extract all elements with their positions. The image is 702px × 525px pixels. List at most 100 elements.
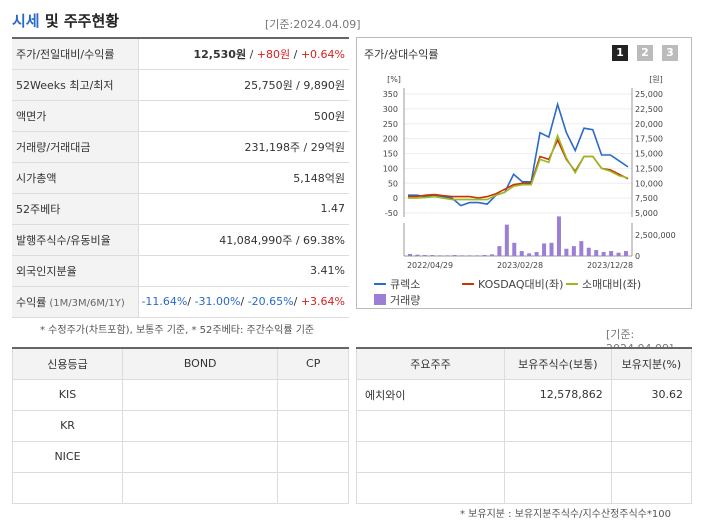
volume-bar xyxy=(504,224,509,256)
volume-bar xyxy=(601,252,606,256)
price-row: 주가/전일대비/수익률 12,530원 / +80원 / +0.64% xyxy=(12,37,349,70)
price-row-value: 500원 xyxy=(138,100,349,132)
left-tick-label: 300 xyxy=(383,105,398,114)
volume-bar xyxy=(415,254,420,256)
volume-bar xyxy=(542,243,547,256)
shareholder-cell: 에치와이 xyxy=(356,378,505,411)
volume-bar xyxy=(519,251,524,256)
credit-cell: KIS xyxy=(12,378,123,411)
left-tick-label: 200 xyxy=(383,135,398,144)
volume-bar xyxy=(549,242,554,256)
title-rest: 및 주주현황 xyxy=(39,12,120,30)
credit-cell xyxy=(277,409,349,442)
shareholder-cell xyxy=(610,471,693,504)
legend-label: KOSDAQ대비(좌) xyxy=(478,278,563,291)
price-row-label: 수익률 (1M/3M/6M/1Y) xyxy=(12,286,139,318)
legend-label: 소매대비(좌) xyxy=(582,278,641,291)
credit-table: 신용등급 BOND CP KIS KR NICE xyxy=(12,347,349,504)
price-row-value: 5,148억원 xyxy=(138,162,349,194)
credit-cell xyxy=(277,440,349,473)
shareholder-cell xyxy=(610,409,693,442)
volume-bar xyxy=(467,255,472,256)
price-value-part: +80원 xyxy=(256,47,291,61)
title-accent: 시세 xyxy=(12,12,40,30)
price-row-label: 시가총액 xyxy=(12,162,139,194)
price-row: 52Weeks 최고/최저 25,750원 / 9,890원 xyxy=(12,69,349,101)
credit-row: KIS xyxy=(12,378,349,411)
price-row: 액면가 500원 xyxy=(12,100,349,132)
shareholder-header: 보유주식수(보통) xyxy=(504,347,612,380)
credit-header: 신용등급 xyxy=(12,347,123,380)
price-value-part: +0.64% xyxy=(300,47,345,61)
stock-chart: [%] [원] 350 300 250 200 150 100 50 0 -50 25,000 22,5… xyxy=(374,75,676,307)
legend-label: 거래량 xyxy=(390,294,420,307)
credit-cell xyxy=(277,471,349,504)
credit-row: KR xyxy=(12,409,349,442)
price-value-part: 41,084,990주 / 69.38% xyxy=(219,233,345,247)
price-row-value: 25,750원 / 9,890원 xyxy=(138,69,349,101)
chart-page-3-button[interactable]: 3 xyxy=(662,45,678,61)
price-basedate: [기준:2024.04.09] xyxy=(265,18,361,31)
shareholder-header: 주요주주 xyxy=(356,347,505,380)
price-value-part: 500원 xyxy=(313,109,345,123)
volume-bar xyxy=(594,250,599,256)
volume-bar xyxy=(609,251,614,256)
left-tick-label: 250 xyxy=(383,120,398,129)
right-tick-label: 22,500 xyxy=(635,105,663,114)
volume-bar xyxy=(489,254,494,256)
price-table: 주가/전일대비/수익률 12,530원 / +80원 / +0.64% 52Week… xyxy=(12,37,349,318)
left-tick-label: 350 xyxy=(383,90,398,99)
right-tick-label: 7,500 xyxy=(635,194,658,203)
credit-cell xyxy=(121,440,279,473)
right-tick-label: 15,000 xyxy=(635,150,663,159)
volume-bar xyxy=(527,253,532,256)
price-row-label-sub: (1M/3M/6M/1Y) xyxy=(49,297,125,309)
chart-page-1-button[interactable]: 1 xyxy=(612,45,628,61)
price-row-label-text: 액면가 xyxy=(16,109,47,123)
credit-cell xyxy=(121,471,279,504)
x-tick-label: 2023/02/28 xyxy=(497,261,543,270)
price-row: 시가총액 5,148억원 xyxy=(12,162,349,194)
volume-bar xyxy=(579,241,584,256)
price-row-value: 231,198주 / 29억원 xyxy=(138,131,349,163)
price-value-part: +3.64% xyxy=(300,295,345,308)
page-title: 시세 및 주주현황 xyxy=(12,10,119,31)
right-tick-label: 12,500 xyxy=(635,164,663,173)
volume-bar xyxy=(482,255,487,256)
shareholder-header: 보유지분(%) xyxy=(610,347,693,380)
price-row-label-text: 수익률 xyxy=(16,295,47,309)
shareholder-cell xyxy=(356,409,505,442)
volume-bar xyxy=(460,255,465,256)
shareholder-row xyxy=(356,409,693,442)
left-tick-label: 0 xyxy=(393,194,398,203)
shareholder-cell xyxy=(504,471,612,504)
x-tick-label: 2023/12/28 xyxy=(587,261,633,270)
volume-bar xyxy=(534,252,539,256)
shareholder-row xyxy=(356,471,693,504)
legend-swatch xyxy=(374,294,386,305)
price-row-label: 거래량/거래대금 xyxy=(12,131,139,163)
price-row-value: 41,084,990주 / 69.38% xyxy=(138,224,349,256)
price-row-label-text: 주가/전일대비/수익률 xyxy=(16,47,115,61)
price-value-part: 1.47 xyxy=(320,202,346,215)
series-line xyxy=(408,133,629,201)
price-value-part: 25,750원 / 9,890원 xyxy=(244,78,345,92)
chart-page-2-button[interactable]: 2 xyxy=(637,45,653,61)
credit-cell xyxy=(277,378,349,411)
price-value-part: / xyxy=(290,47,301,61)
price-value-part: -31.00% xyxy=(194,295,241,308)
price-row-label-text: 외국인지분율 xyxy=(16,264,77,278)
volume-bar xyxy=(430,255,435,256)
credit-cell xyxy=(12,471,123,504)
shareholder-note: * 보유지분 : 보유지분주식수/지수산정주식수*100 xyxy=(460,509,671,520)
price-row: 발행주식수/유동비율 41,084,990주 / 69.38% xyxy=(12,224,349,256)
price-note: * 수정주가(차트포함), 보통주 기준, * 52주베타: 주간수익률 기준 xyxy=(40,325,315,336)
shareholder-cell xyxy=(356,471,505,504)
price-row-label: 외국인지분율 xyxy=(12,255,139,287)
left-tick-label: 150 xyxy=(383,150,398,159)
credit-row xyxy=(12,471,349,504)
price-row-label-text: 거래량/거래대금 xyxy=(16,140,91,154)
volume-bar xyxy=(475,255,480,256)
price-row-label: 주가/전일대비/수익률 xyxy=(12,37,139,70)
shareholder-row: 에치와이 12,578,862 30.62 xyxy=(356,378,693,411)
